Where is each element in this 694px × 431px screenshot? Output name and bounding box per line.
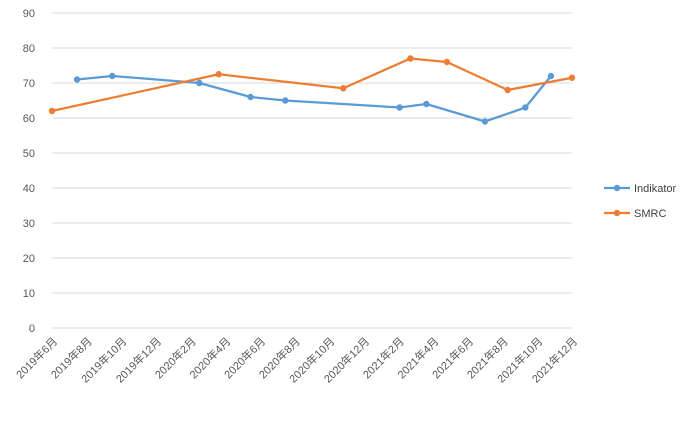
legend-label-smrc: SMRC — [634, 208, 666, 220]
data-point-smrc — [407, 55, 414, 62]
y-tick-label: 40 — [23, 183, 35, 195]
y-tick-label: 80 — [23, 43, 35, 55]
data-point-indikator — [522, 104, 529, 111]
data-point-smrc — [504, 86, 511, 94]
data-point-smrc — [48, 107, 56, 115]
y-tick-label: 60 — [23, 113, 35, 125]
y-tick-label: 30 — [23, 218, 35, 230]
y-tick-label: 70 — [23, 78, 35, 90]
data-point-smrc — [443, 58, 451, 66]
data-point-indikator — [481, 118, 489, 125]
y-tick-label: 50 — [23, 148, 35, 160]
legend-label-indikator: Indikator — [634, 183, 677, 195]
data-point-smrc — [215, 71, 222, 78]
data-point-smrc — [340, 85, 347, 92]
data-point-indikator — [196, 79, 203, 87]
y-tick-label: 0 — [29, 323, 35, 335]
data-point-indikator — [547, 72, 555, 80]
data-point-indikator — [247, 93, 254, 101]
data-point-indikator — [396, 104, 403, 111]
y-tick-label: 20 — [23, 253, 35, 265]
y-tick-label: 10 — [23, 288, 35, 300]
legend-marker-indikator — [613, 184, 621, 192]
legend-marker-smrc — [613, 209, 621, 217]
data-point-indikator — [423, 100, 430, 108]
data-point-indikator — [282, 97, 289, 104]
y-tick-label: 90 — [23, 8, 35, 20]
data-point-indikator — [109, 72, 116, 80]
data-point-indikator — [73, 76, 81, 83]
series-line-indikator — [75, 74, 553, 123]
data-point-smrc — [568, 74, 576, 81]
